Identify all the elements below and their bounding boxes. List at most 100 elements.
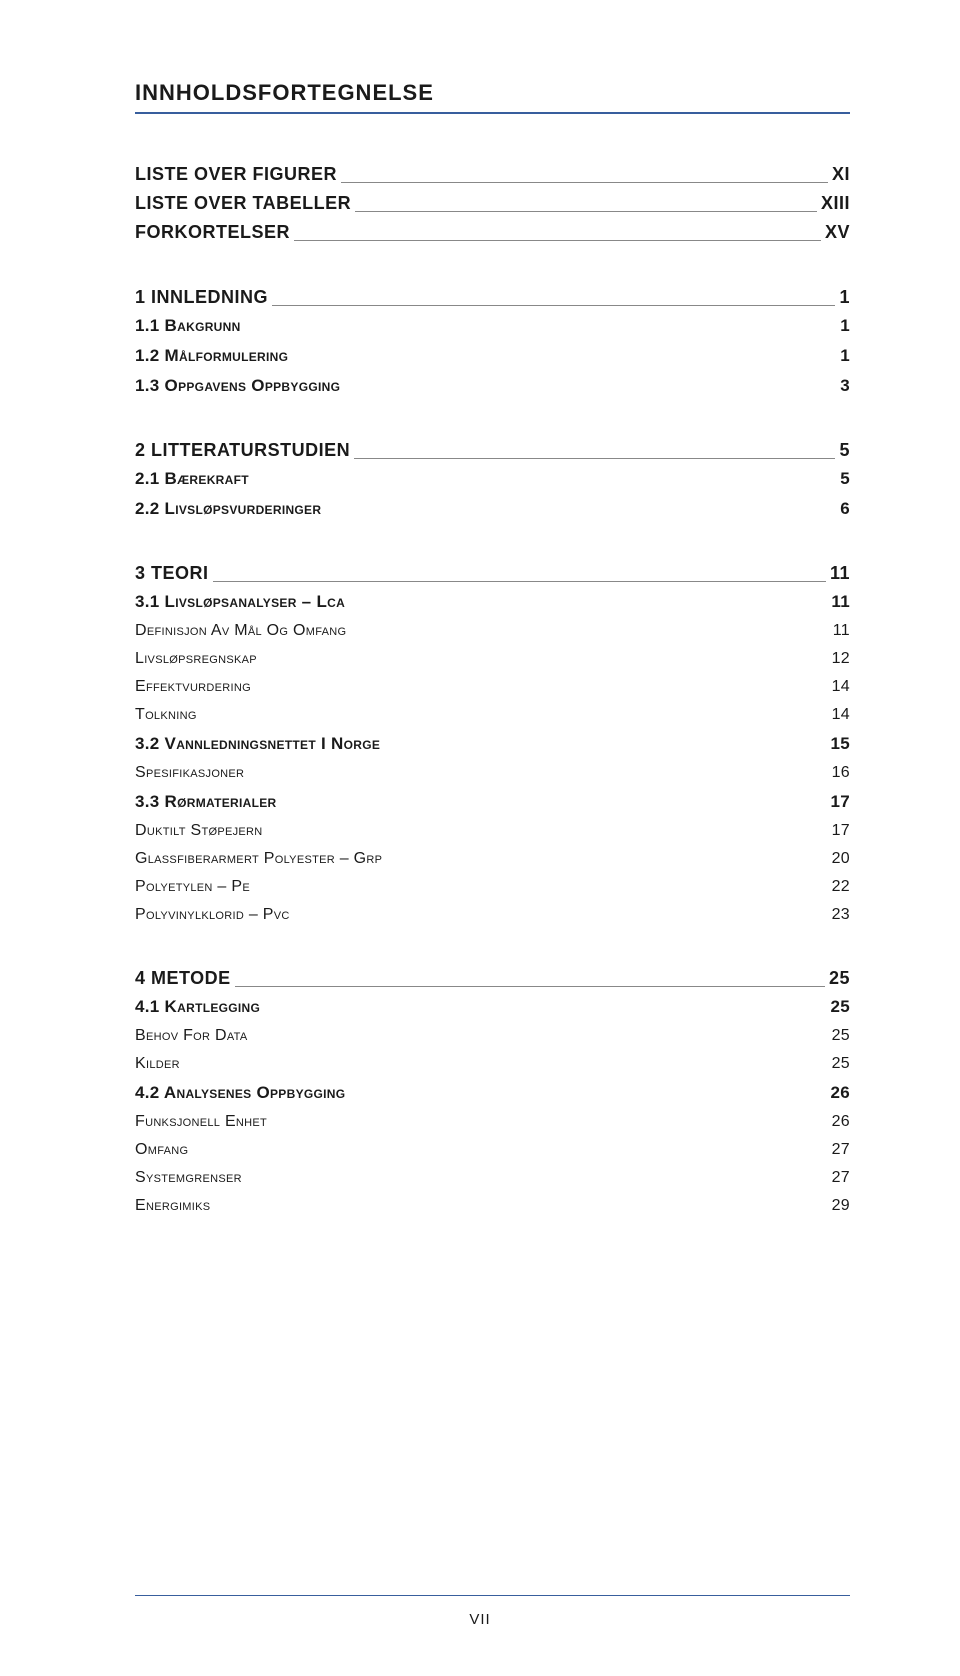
toc-entry-sub: 4.1 Kartlegging 25: [135, 997, 850, 1017]
toc-entry-subsub: Omfang 27: [135, 1141, 850, 1159]
toc-entry-leader: [294, 240, 821, 241]
toc-entry-label: 1 INNLEDNING: [135, 287, 268, 308]
toc-entry-page: 1: [839, 287, 850, 308]
toc-entry-subsub: Energimiks29: [135, 1197, 850, 1215]
toc-entry-label: 1.3 Oppgavens Oppbygging: [135, 376, 340, 396]
toc-entry-sub: 1.1 Bakgrunn 1: [135, 316, 850, 336]
toc-entry-page: 3: [840, 376, 850, 396]
toc-entry-sub: 4.2 Analysenes Oppbygging 26: [135, 1083, 850, 1103]
toc-entry-page: 27: [832, 1169, 850, 1187]
toc-entry-sub: 3.1 Livsløpsanalyser – Lca11: [135, 592, 850, 612]
toc-section: 3 TEORI113.1 Livsløpsanalyser – Lca11Def…: [135, 563, 850, 924]
toc-section: 4 METODE 25 4.1 Kartlegging 25 Behov For Dat…: [135, 968, 850, 1215]
toc-entry-page: 22: [832, 878, 850, 896]
toc-entry-page: 1: [840, 346, 850, 366]
toc-entry-page: 6: [840, 499, 850, 519]
toc-entry-label: Livsløpsregnskap: [135, 650, 257, 668]
toc-entry-major: 2 LITTERATURSTUDIEN 5: [135, 440, 850, 461]
toc-entry-label: Energimiks: [135, 1197, 210, 1215]
toc-entry-label: Glassfiberarmert Polyester – Grp: [135, 850, 382, 868]
toc-entry-label: 1.2 Målformulering: [135, 346, 288, 366]
toc-entry-label: 3.2 Vannledningsnettet I Norge: [135, 734, 380, 754]
toc-entry-page: 1: [840, 316, 850, 336]
toc-section: 2 LITTERATURSTUDIEN52.1 Bærekraft52.2 Li…: [135, 440, 850, 519]
toc-entry-subsub: Kilder 25: [135, 1055, 850, 1073]
toc-entry-major: LISTE OVER TABELLER XIII: [135, 193, 850, 214]
toc-entry-label: Polyvinylklorid – Pvc: [135, 906, 290, 924]
toc-entry-subsub: Glassfiberarmert Polyester – Grp 20: [135, 850, 850, 868]
toc-entry-label: 4.1 Kartlegging: [135, 997, 260, 1017]
toc-entry-label: Tolkning: [135, 706, 197, 724]
toc-body: LISTE OVER FIGURER XI LISTE OVER TABELLER X…: [135, 164, 850, 1215]
toc-entry-label: 2 LITTERATURSTUDIEN: [135, 440, 350, 461]
toc-entry-page: XI: [832, 164, 850, 185]
footer-rule: [135, 1595, 850, 1596]
toc-entry-leader: [341, 182, 828, 183]
toc-entry-label: Effektvurdering: [135, 678, 251, 696]
toc-entry-major: 3 TEORI11: [135, 563, 850, 584]
toc-entry-subsub: Duktilt Støpejern17: [135, 822, 850, 840]
toc-entry-leader: [355, 211, 817, 212]
toc-entry-major: 4 METODE 25: [135, 968, 850, 989]
page-title: INNHOLDSFORTEGNELSE: [135, 80, 850, 106]
toc-entry-major: 1 INNLEDNING 1: [135, 287, 850, 308]
toc-entry-sub: 2.1 Bærekraft5: [135, 469, 850, 489]
toc-entry-page: 25: [829, 968, 850, 989]
toc-entry-subsub: Polyvinylklorid – Pvc 23: [135, 906, 850, 924]
toc-entry-subsub: Definisjon Av Mål Og Omfang11: [135, 622, 850, 640]
footer-page-number: VII: [0, 1611, 960, 1628]
toc-entry-major: FORKORTELSERXV: [135, 222, 850, 243]
toc-entry-page: 5: [840, 469, 850, 489]
toc-entry-label: Definisjon Av Mål Og Omfang: [135, 622, 346, 640]
toc-entry-page: XIII: [821, 193, 850, 214]
toc-entry-page: 26: [832, 1113, 850, 1131]
toc-entry-page: 12: [832, 650, 850, 668]
toc-section: LISTE OVER FIGURER XI LISTE OVER TABELLER X…: [135, 164, 850, 243]
toc-entry-sub: 3.3 Rørmaterialer 17: [135, 792, 850, 812]
toc-entry-label: 4.2 Analysenes Oppbygging: [135, 1083, 345, 1103]
toc-entry-page: 27: [832, 1141, 850, 1159]
toc-entry-page: 5: [839, 440, 850, 461]
toc-entry-page: 20: [832, 850, 850, 868]
toc-section: 1 INNLEDNING11.1 Bakgrunn11.2 Målformule…: [135, 287, 850, 396]
toc-entry-subsub: Funksjonell Enhet26: [135, 1113, 850, 1131]
toc-entry-label: LISTE OVER FIGURER: [135, 164, 337, 185]
toc-entry-sub: 2.2 Livsløpsvurderinger 6: [135, 499, 850, 519]
toc-entry-page: 17: [830, 792, 850, 812]
toc-entry-subsub: Livsløpsregnskap 12: [135, 650, 850, 668]
toc-entry-page: 15: [830, 734, 850, 754]
toc-entry-leader: [354, 458, 835, 459]
toc-entry-label: 1.1 Bakgrunn: [135, 316, 241, 336]
toc-entry-label: Systemgrenser: [135, 1169, 242, 1187]
toc-entry-subsub: Polyetylen – Pe 22: [135, 878, 850, 896]
toc-entry-page: 11: [830, 563, 850, 584]
toc-entry-sub: 1.3 Oppgavens Oppbygging 3: [135, 376, 850, 396]
toc-entry-label: 3.3 Rørmaterialer: [135, 792, 277, 812]
toc-entry-page: 25: [830, 997, 850, 1017]
toc-entry-major: LISTE OVER FIGURER XI: [135, 164, 850, 185]
toc-entry-subsub: Effektvurdering14: [135, 678, 850, 696]
toc-entry-page: 16: [832, 764, 850, 782]
toc-entry-subsub: Systemgrenser 27: [135, 1169, 850, 1187]
toc-entry-label: Kilder: [135, 1055, 180, 1073]
toc-entry-leader: [272, 305, 835, 306]
toc-entry-subsub: Spesifikasjoner 16: [135, 764, 850, 782]
toc-entry-page: 14: [832, 706, 850, 724]
toc-entry-page: 26: [830, 1083, 850, 1103]
toc-entry-page: 23: [832, 906, 850, 924]
toc-entry-label: LISTE OVER TABELLER: [135, 193, 351, 214]
toc-entry-label: 3.1 Livsløpsanalyser – Lca: [135, 592, 345, 612]
toc-entry-label: Polyetylen – Pe: [135, 878, 250, 896]
toc-entry-sub: 1.2 Målformulering 1: [135, 346, 850, 366]
title-rule: [135, 112, 850, 114]
toc-entry-subsub: Tolkning 14: [135, 706, 850, 724]
toc-entry-subsub: Behov For Data25: [135, 1027, 850, 1045]
toc-entry-label: 2.2 Livsløpsvurderinger: [135, 499, 321, 519]
toc-page: INNHOLDSFORTEGNELSE LISTE OVER FIGURER XI…: [0, 0, 960, 1676]
toc-entry-label: 4 METODE: [135, 968, 231, 989]
toc-entry-page: 25: [832, 1055, 850, 1073]
toc-entry-label: Omfang: [135, 1141, 188, 1159]
toc-entry-page: XV: [825, 222, 850, 243]
toc-entry-label: Duktilt Støpejern: [135, 822, 263, 840]
toc-entry-label: Spesifikasjoner: [135, 764, 244, 782]
